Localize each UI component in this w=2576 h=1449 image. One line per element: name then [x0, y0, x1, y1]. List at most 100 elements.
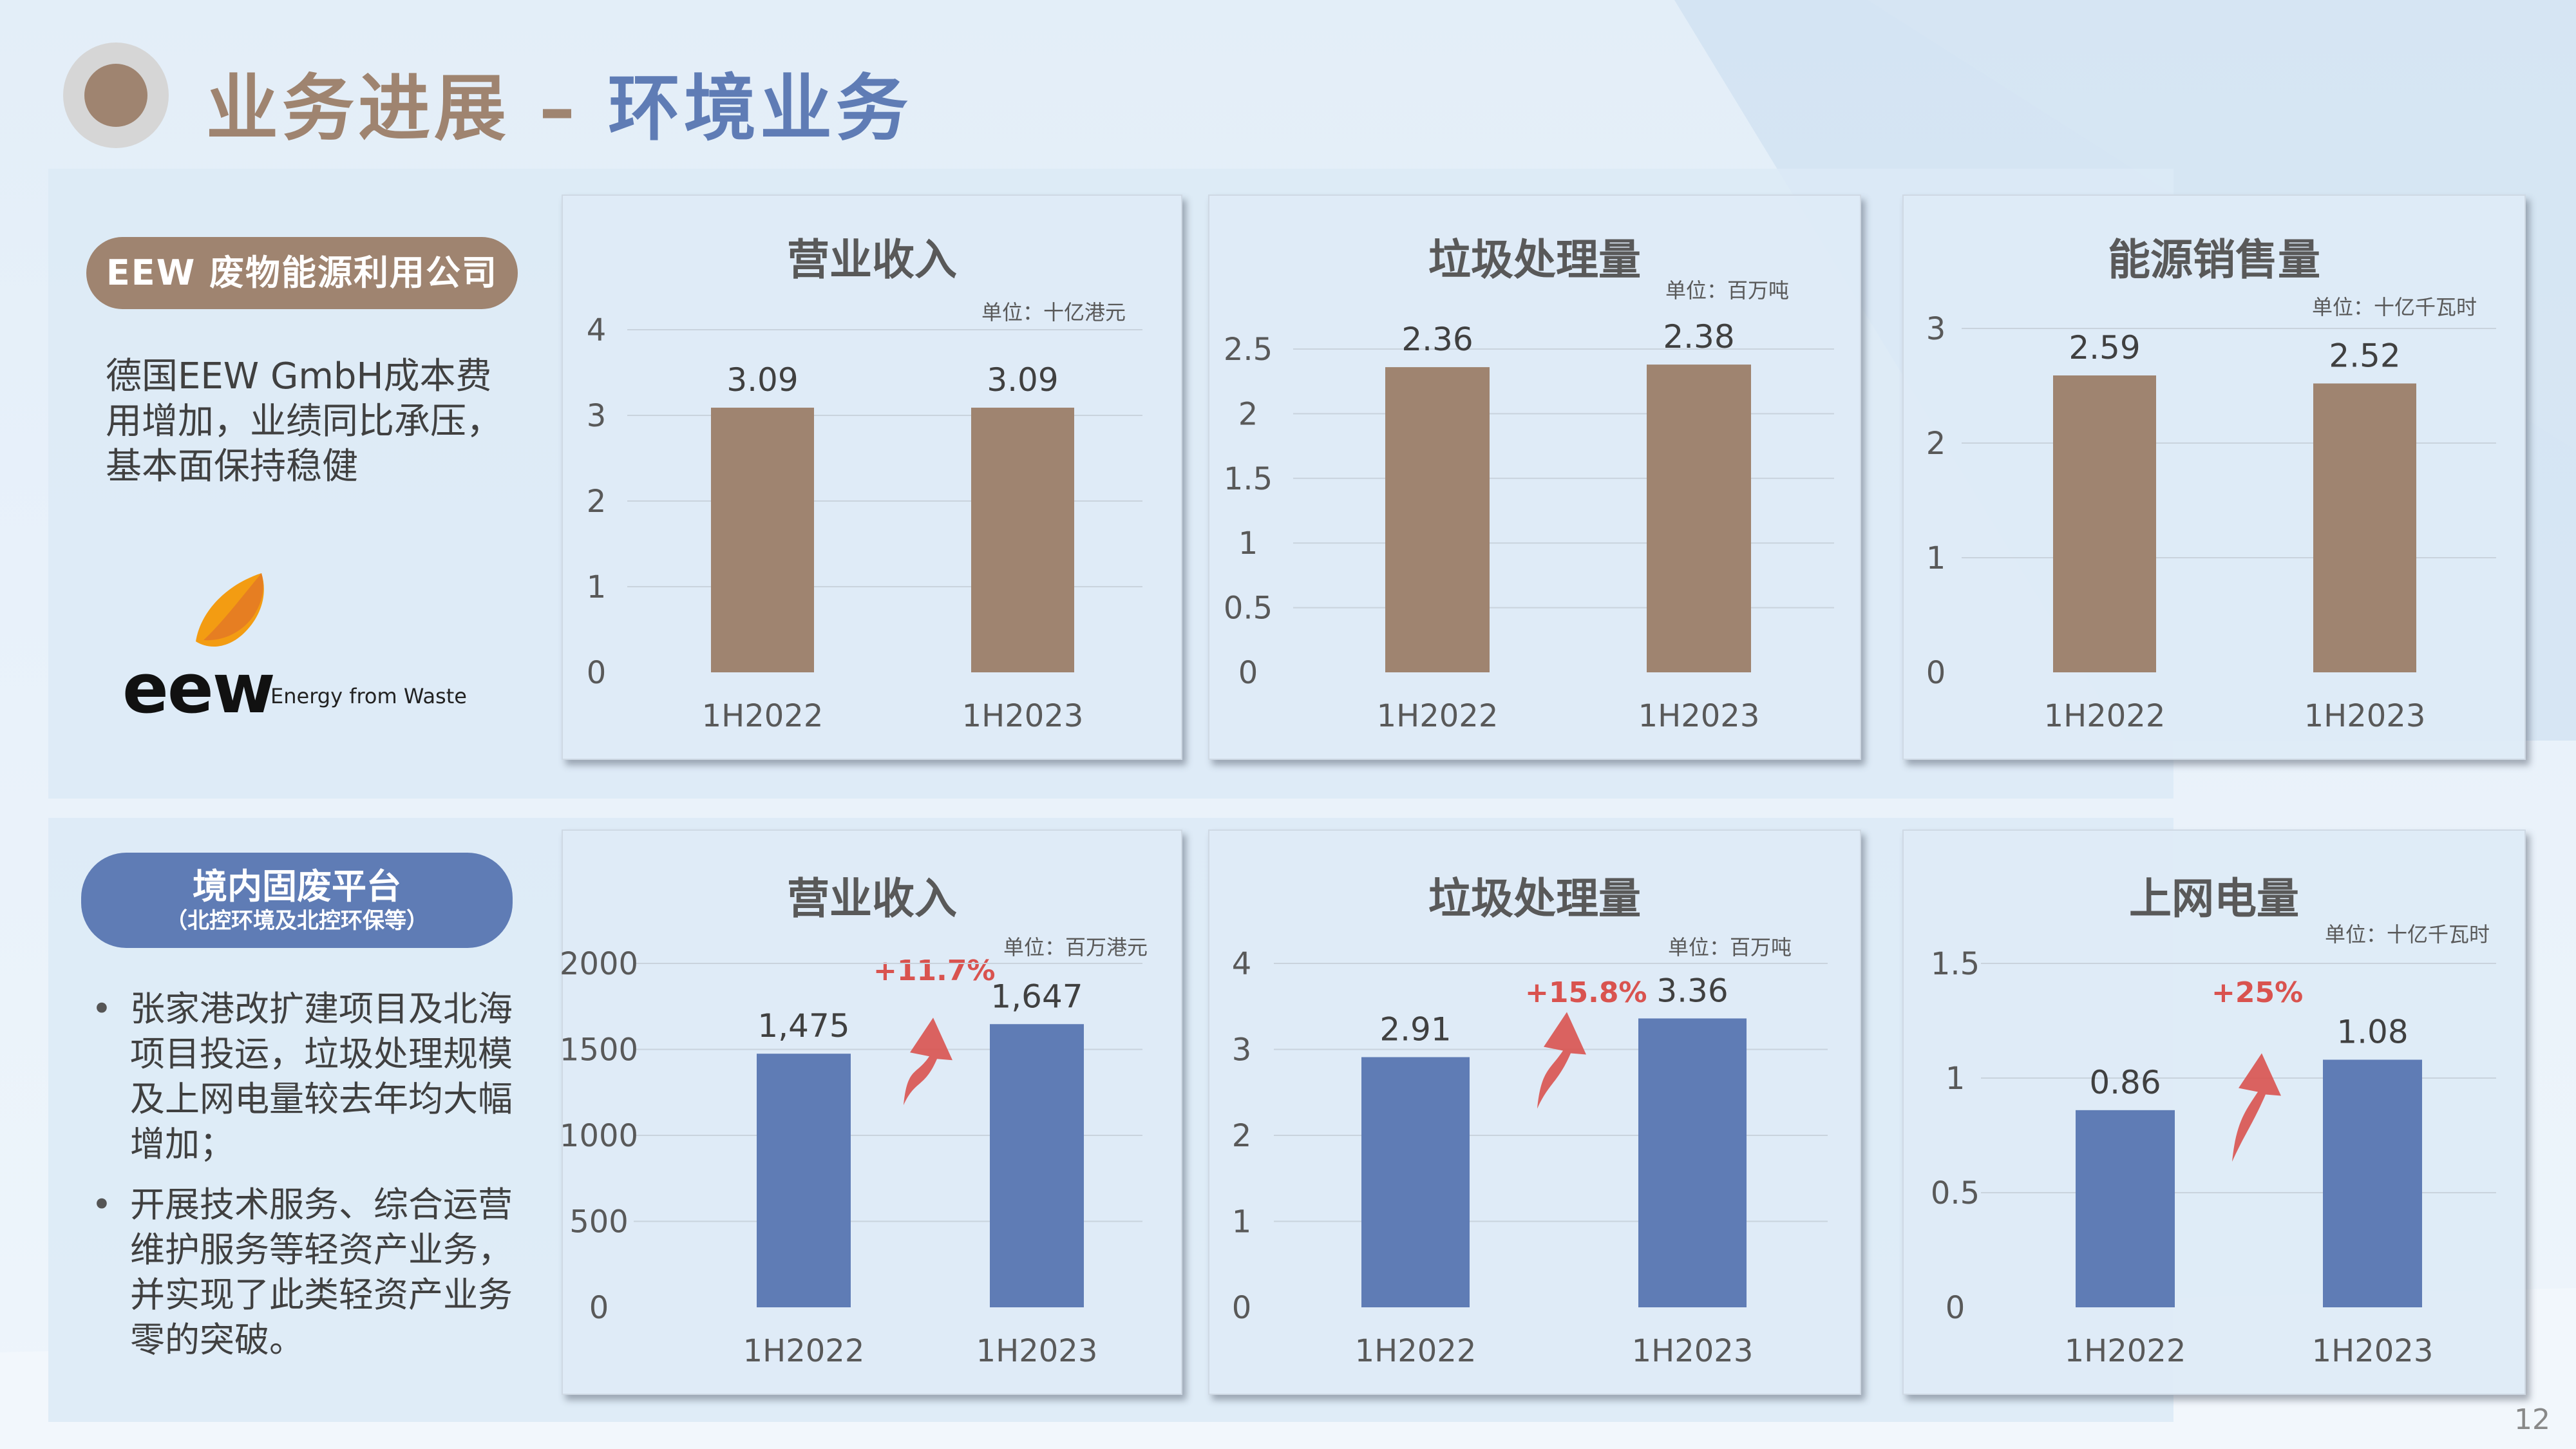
- y-tick-label: 2000: [560, 946, 638, 982]
- eew-badge: EEW 废物能源利用公司: [86, 237, 518, 309]
- bar: [1385, 367, 1490, 672]
- y-tick-label: 2.5: [1224, 332, 1273, 368]
- eew-logo-word: eew: [122, 649, 276, 728]
- domestic-bullet-list: • 张家港改扩建项目及北海项目投运，垃圾处理规模及上网电量较去年均大幅增加； • 开…: [84, 987, 522, 1378]
- y-tick-label: 1: [1238, 526, 1258, 562]
- y-tick-label: 1: [1232, 1204, 1252, 1240]
- page-title: 业务进展 – 环境业务: [206, 50, 912, 155]
- growth-arrow-shape: [904, 1018, 952, 1106]
- y-tick-label: 2: [1232, 1118, 1252, 1154]
- y-tick-label: 2: [1926, 426, 1946, 462]
- chart-title: 垃圾处理量: [1428, 874, 1641, 923]
- bullet-text: 张家港改扩建项目及北海项目投运，垃圾处理规模及上网电量较去年均大幅增加；: [130, 989, 513, 1164]
- y-tick-label: 2: [1238, 396, 1258, 432]
- page-title-part2: 环境业务: [607, 67, 912, 151]
- bar: [757, 1054, 851, 1307]
- y-tick-label: 1000: [560, 1118, 638, 1154]
- growth-label: +25%: [2211, 976, 2304, 1009]
- chart-card: 营业收入 单位：百万港元 +11.7% 0 500 1000 1500 2000 1,47…: [560, 829, 1182, 1395]
- list-item: • 张家港改扩建项目及北海项目投运，垃圾处理规模及上网电量较去年均大幅增加；: [84, 987, 522, 1167]
- chart-card: 营业收入 单位：十亿港元 0 1 2 3 4 3.09 1H2022 3.09 1H2023: [562, 194, 1182, 760]
- x-tick-label: 1H2022: [1355, 1333, 1477, 1369]
- x-tick-label: 1H2023: [962, 698, 1084, 734]
- growth-arrow-icon: [1537, 1012, 1586, 1109]
- y-tick-label: 500: [569, 1204, 629, 1240]
- eew-logo-tagline: Energy from Waste: [270, 684, 467, 708]
- growth-label: +11.7%: [873, 954, 996, 987]
- data-label: 2.38: [1663, 318, 1734, 355]
- x-tick-label: 1H2022: [1377, 698, 1499, 734]
- y-tick-label: 0: [1232, 1290, 1252, 1326]
- chart-card: 垃圾处理量 单位：百万吨 0 0.5 1 1.5 2 2.5 2.36 1H2022 2.38 1…: [1208, 194, 1861, 760]
- y-tick-label: 0: [1238, 655, 1258, 691]
- data-label: 3.36: [1656, 972, 1728, 1009]
- growth-arrow-shape: [1537, 1012, 1586, 1109]
- bar: [990, 1024, 1084, 1307]
- list-item: • 开展技术服务、综合运营维护服务等轻资产业务，并实现了此类轻资产业务零的突破。: [84, 1182, 522, 1363]
- bullet-marker: •: [91, 989, 112, 1029]
- x-tick-label: 1H2023: [1638, 698, 1760, 734]
- bar: [2076, 1110, 2175, 1307]
- chart-title: 营业收入: [787, 235, 957, 285]
- x-tick-label: 1H2023: [976, 1333, 1098, 1369]
- page-number: 12: [2514, 1403, 2550, 1436]
- data-label: 2.52: [2329, 337, 2400, 374]
- eew-description-line: 德国EEW GmbH成本费: [106, 355, 492, 397]
- bar: [2053, 375, 2156, 672]
- chart-card: 上网电量 单位：十亿千瓦时 +25% 0 0.5 1 1.5 0.86 1H2022 1.0…: [1902, 829, 2526, 1395]
- growth-arrow-icon: [2232, 1053, 2281, 1162]
- y-tick-label: 0.5: [1931, 1175, 1980, 1211]
- bar: [1647, 365, 1751, 672]
- bar: [1638, 1018, 1747, 1307]
- domestic-badge: 境内固废平台 （北控环境及北控环保等）: [81, 853, 513, 948]
- chart-card: 能源销售量 单位：十亿千瓦时 0 1 2 3 2.59 1H2022 2.52 1H2023: [1902, 194, 2526, 760]
- bar: [711, 408, 814, 672]
- growth-arrow-icon: [904, 1018, 952, 1106]
- growth-arrow-shape: [2232, 1053, 2281, 1162]
- chart-plot: 0 1 2 3 4 3.09 1H2022 3.09 1H2023: [587, 312, 1142, 734]
- domestic-badge-title: 境内固废平台: [193, 866, 401, 907]
- chart-title: 垃圾处理量: [1428, 235, 1641, 285]
- y-tick-label: 0: [587, 655, 607, 691]
- y-tick-label: 1: [1926, 540, 1946, 576]
- y-tick-label: 4: [1232, 946, 1252, 982]
- bar: [971, 408, 1074, 672]
- chart-unit: 单位：十亿千瓦时: [2312, 295, 2477, 319]
- x-tick-label: 1H2022: [2044, 698, 2166, 734]
- x-tick-label: 1H2023: [1632, 1333, 1754, 1369]
- domestic-badge-subtitle: （北控环境及北控环保等）: [166, 908, 428, 934]
- chart-plot: 0 1 2 3 2.59 1H2022 2.52 1H2023: [1926, 311, 2496, 734]
- header-bullet-icon-inner: [84, 64, 147, 127]
- chart-plot: 0 0.5 1 1.5 2 2.5 2.36 1H2022 2.38 1H2023: [1224, 318, 1834, 734]
- x-tick-label: 1H2023: [2312, 1333, 2434, 1369]
- y-tick-label: 0: [1926, 655, 1946, 691]
- chart-unit: 单位：十亿港元: [981, 300, 1126, 325]
- y-tick-label: 0: [589, 1290, 609, 1326]
- data-label: 1,647: [990, 978, 1083, 1015]
- data-label: 1.08: [2336, 1014, 2408, 1051]
- y-tick-label: 1.5: [1931, 946, 1980, 982]
- page-title-part1: 业务进展 –: [206, 67, 608, 151]
- eew-description: 德国EEW GmbH成本费 用增加，业绩同比承压， 基本面保持稳健: [106, 354, 531, 489]
- x-tick-label: 1H2022: [702, 698, 824, 734]
- data-label: 2.36: [1401, 321, 1473, 358]
- data-label: 3.09: [987, 361, 1058, 399]
- chart-unit: 单位：百万吨: [1665, 278, 1790, 303]
- y-tick-label: 0: [1946, 1290, 1965, 1326]
- y-tick-label: 3: [587, 398, 607, 434]
- chart-plot: 0 500 1000 1500 2000 1,475 1H2022 1,647 1H2023: [560, 946, 1142, 1369]
- y-tick-label: 3: [1232, 1032, 1252, 1068]
- chart-plot: 0 0.5 1 1.5 0.86 1H2022 1.08 1H2023: [1931, 946, 2496, 1369]
- data-label: 0.86: [2089, 1064, 2161, 1101]
- data-label: 1,475: [757, 1007, 849, 1045]
- chart-unit: 单位：百万港元: [1003, 935, 1148, 960]
- chart-unit: 单位：十亿千瓦时: [2325, 922, 2490, 947]
- bullet-text: 开展技术服务、综合运营维护服务等轻资产业务，并实现了此类轻资产业务零的突破。: [130, 1184, 513, 1360]
- data-label: 2.91: [1379, 1011, 1451, 1048]
- bar: [2323, 1059, 2422, 1307]
- chart-plot: 0 1 2 3 4 2.91 1H2022 3.36 1H2023: [1232, 946, 1828, 1369]
- y-tick-label: 0.5: [1224, 591, 1273, 627]
- x-tick-label: 1H2022: [2065, 1333, 2186, 1369]
- eew-description-line: 基本面保持稳健: [106, 446, 358, 488]
- x-tick-label: 1H2022: [743, 1333, 865, 1369]
